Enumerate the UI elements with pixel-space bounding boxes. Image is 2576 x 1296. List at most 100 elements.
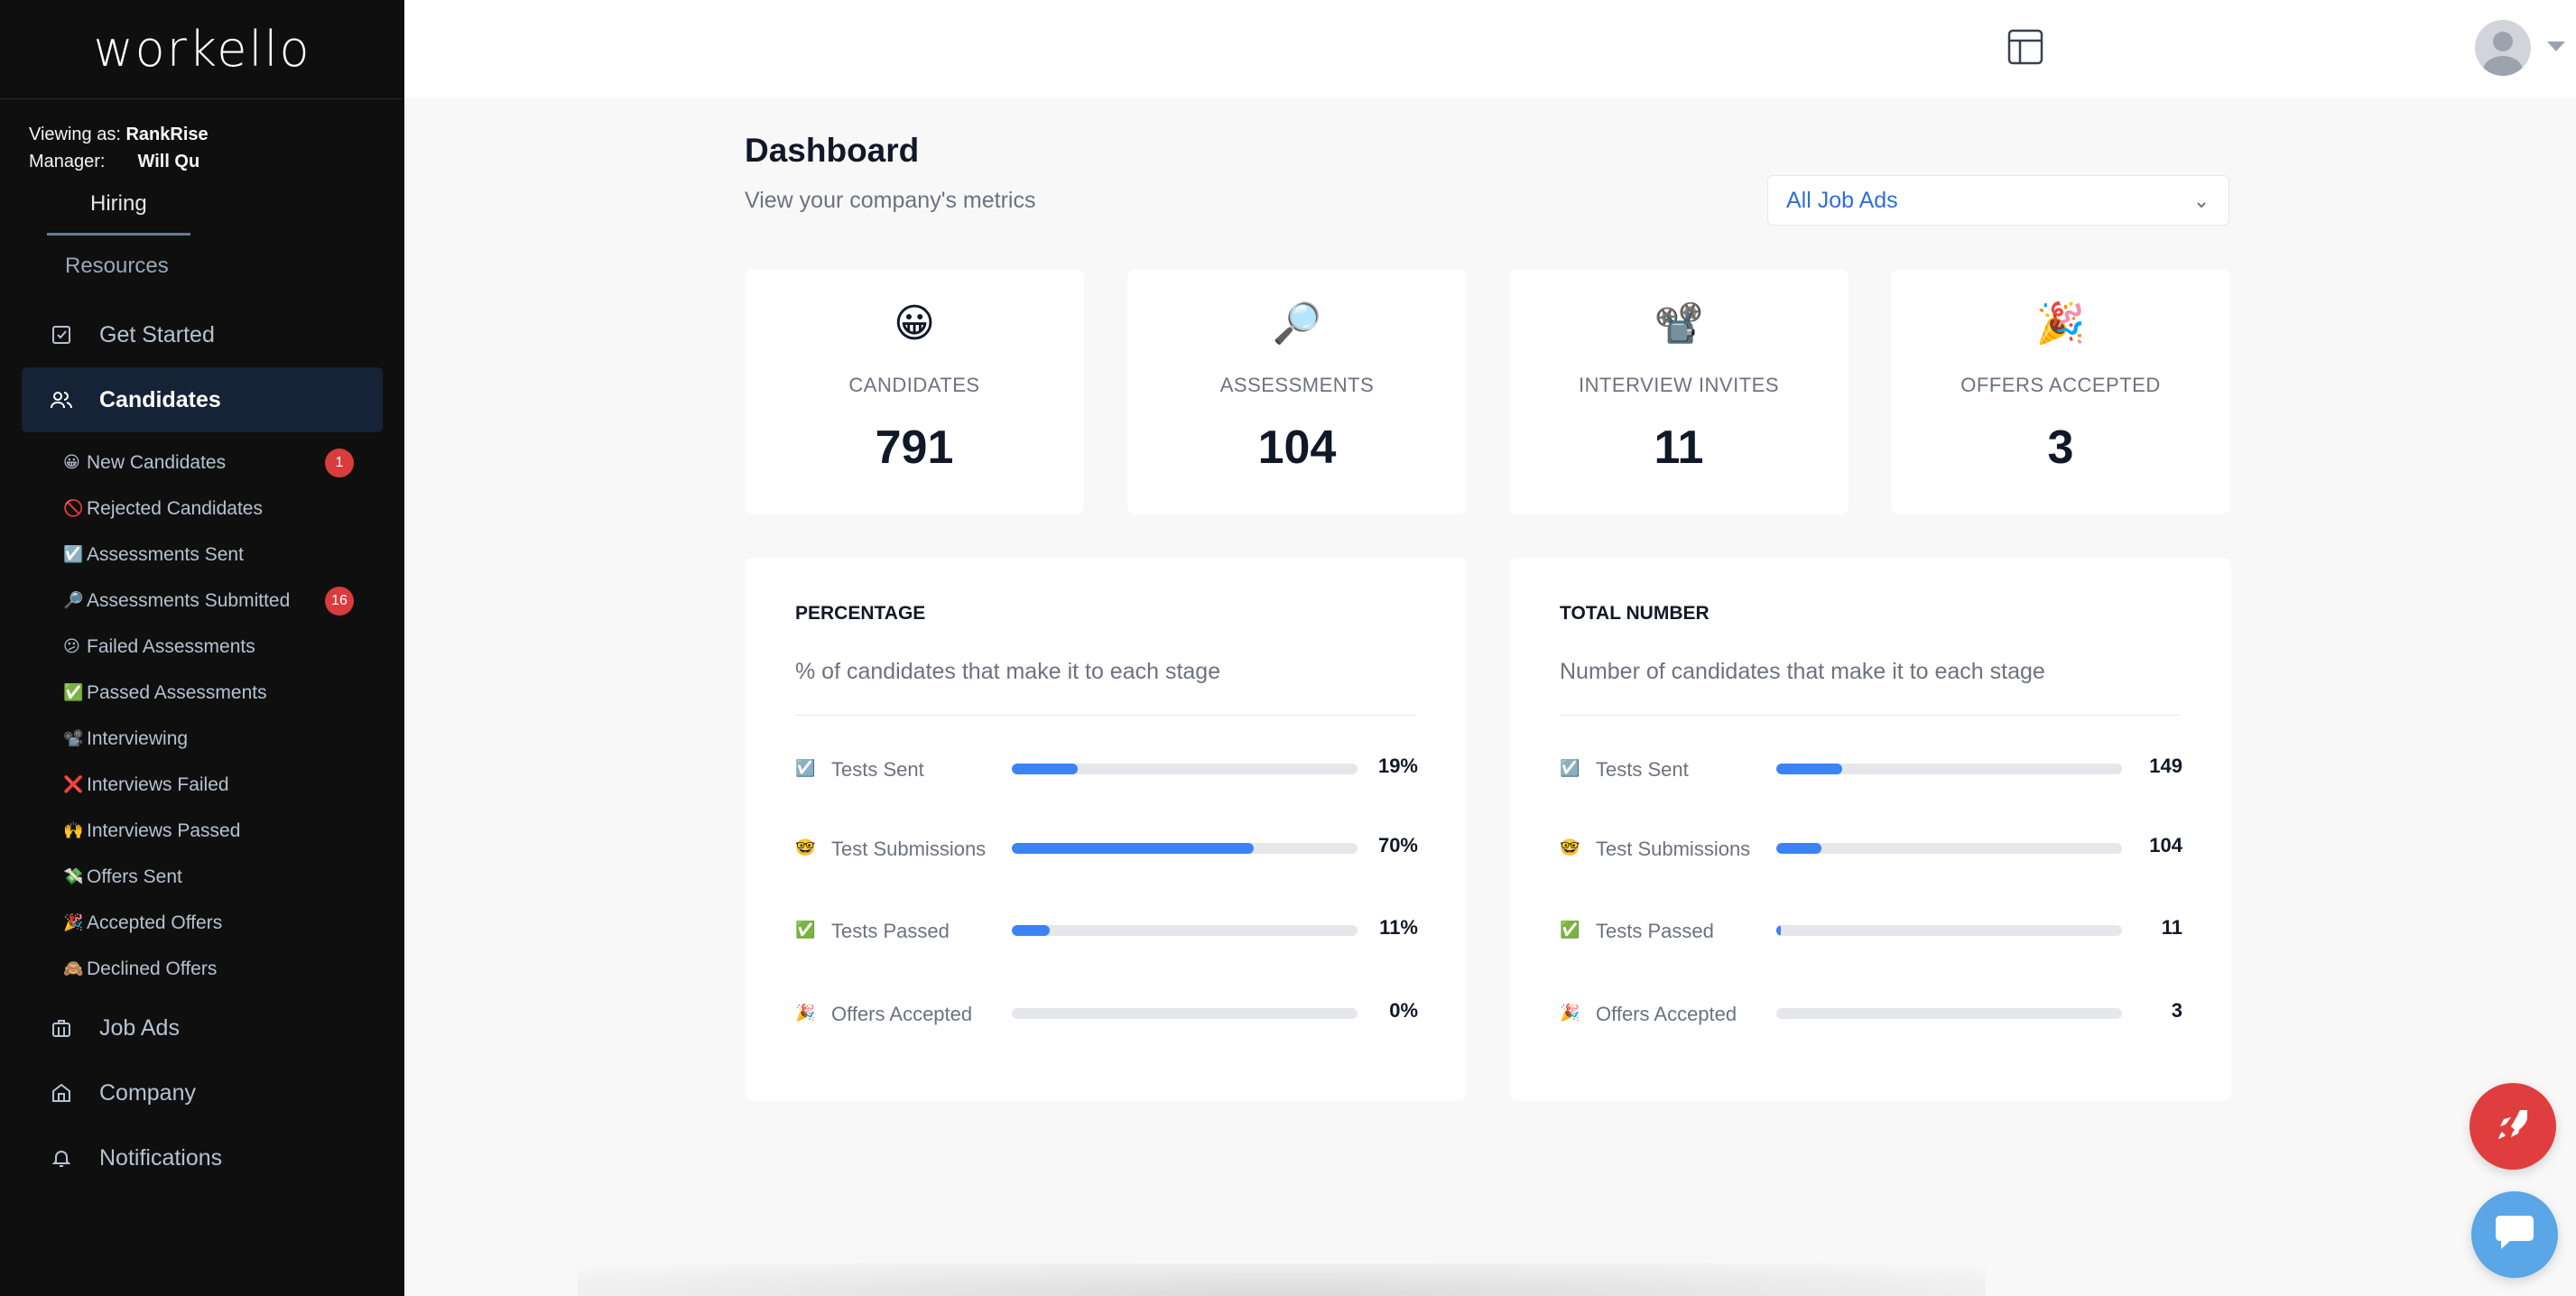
subnav-assessments-sent[interactable]: ☑️ Assessments Sent — [63, 532, 404, 578]
ballot-box-check-icon: ☑️ — [1560, 759, 1580, 777]
top-bar — [404, 0, 2576, 97]
subnav-label: Rejected Candidates — [87, 497, 263, 519]
progress-track — [1012, 1008, 1357, 1019]
subnav-accepted-offers[interactable]: 🎉 Accepted Offers — [63, 900, 404, 946]
row-value: 0% — [1389, 999, 1418, 1022]
party-popper-icon: 🎉 — [1560, 1004, 1580, 1022]
subnav-interviewing[interactable]: 📽️ Interviewing — [63, 716, 404, 762]
chevron-down-icon — [2194, 192, 2209, 218]
panel-title: PERCENTAGE — [795, 603, 926, 624]
select-value: All Job Ads — [1786, 187, 1898, 213]
avatar[interactable] — [2475, 20, 2531, 76]
sidebar-item-company[interactable]: Company — [22, 1060, 383, 1125]
nerd-face-icon: 🤓 — [795, 838, 816, 856]
progress-fill — [1776, 764, 1842, 774]
stat-value: 104 — [1257, 421, 1337, 474]
scroll-shadow — [578, 1264, 1986, 1296]
logo[interactable]: workello — [0, 0, 404, 99]
row-value: 19% — [1377, 754, 1418, 777]
funnel-row: ☑️ Tests Sent 19% — [795, 751, 1418, 787]
sidebar-tabs: Hiring Resources — [0, 186, 404, 279]
party-popper-icon: 🎉 — [2035, 301, 2086, 346]
subnav-interviews-passed[interactable]: 🙌 Interviews Passed — [63, 808, 404, 854]
building-icon — [49, 1080, 74, 1106]
panel-title: TOTAL NUMBER — [1560, 603, 1710, 624]
chevron-down-icon[interactable] — [2547, 42, 2565, 51]
sidebar-item-label: Job Ads — [99, 1014, 180, 1041]
row-value: 70% — [1377, 834, 1418, 856]
party-popper-icon: 🎉 — [795, 1004, 816, 1022]
row-label: Tests Sent — [831, 758, 924, 781]
funnel-row: 🎉 Offers Accepted 3 — [1560, 995, 2182, 1032]
subnav-failed-assessments[interactable]: 😕 Failed Assessments — [63, 624, 404, 670]
progress-track — [1776, 1008, 2122, 1019]
progress-fill — [1012, 764, 1078, 774]
sidebar-nav: Get Started Candidates 😀 New Candidates 1 … — [0, 302, 404, 1190]
subnav-interviews-failed[interactable]: ❌ Interviews Failed — [63, 762, 404, 808]
check-mark-icon: ✅ — [795, 921, 816, 939]
progress-track — [1012, 925, 1357, 936]
subnav-label: Interviewing — [87, 727, 189, 749]
stat-label: INTERVIEW INVITES — [1578, 374, 1779, 396]
divider — [795, 715, 1416, 716]
rocket-button[interactable] — [2469, 1083, 2556, 1170]
progress-track — [1776, 843, 2122, 854]
subnav-declined-offers[interactable]: 🙈 Declined Offers — [63, 946, 404, 992]
subnav-assessments-submitted[interactable]: 🔎 Assessments Submitted 16 — [63, 578, 404, 624]
stat-card-assessments: 🔎 ASSESSMENTS 104 — [1127, 269, 1467, 514]
row-value: 104 — [2149, 834, 2182, 856]
divider — [1560, 715, 2181, 716]
money-wings-icon: 💸 — [63, 867, 84, 885]
manager-value: Will Qu — [137, 152, 200, 171]
total-number-panel: TOTAL NUMBER Number of candidates that m… — [1509, 558, 2231, 1101]
row-label: Tests Passed — [831, 920, 950, 942]
sidebar-item-notifications[interactable]: Notifications — [22, 1125, 383, 1190]
count-badge: 16 — [325, 586, 354, 616]
bell-icon — [49, 1145, 74, 1171]
sidebar-item-label: Candidates — [99, 386, 221, 412]
magnifier-icon: 🔎 — [1272, 301, 1322, 346]
ballot-box-check-icon: ☑️ — [63, 545, 84, 563]
tab-resources[interactable]: Resources — [65, 254, 169, 278]
row-value: 11% — [1379, 916, 1418, 939]
subnav-new-candidates[interactable]: 😀 New Candidates 1 — [63, 440, 404, 486]
sidebar-item-label: Notifications — [99, 1144, 223, 1171]
subnav-label: Declined Offers — [87, 958, 218, 979]
row-value: 11 — [2161, 916, 2182, 939]
funnel-row: ✅ Tests Passed 11% — [795, 912, 1418, 949]
tab-hiring[interactable]: Hiring — [47, 186, 190, 236]
subnav-label: Interviews Passed — [87, 819, 241, 841]
candidates-subnav: 😀 New Candidates 1 🚫 Rejected Candidates ☑️… — [0, 432, 404, 995]
subnav-offers-sent[interactable]: 💸 Offers Sent — [63, 854, 404, 900]
subnav-rejected-candidates[interactable]: 🚫 Rejected Candidates — [63, 486, 404, 532]
stat-label: OFFERS ACCEPTED — [1960, 374, 2161, 396]
sidebar: workello Viewing as: RankRise Manager: Wi… — [0, 0, 404, 1296]
layout-icon[interactable] — [2006, 27, 2045, 67]
funnel-row: ☑️ Tests Sent 149 — [1560, 751, 2182, 787]
percentage-panel: PERCENTAGE % of candidates that make it … — [745, 558, 1467, 1101]
projector-icon: 📽️ — [1654, 301, 1704, 346]
magnifier-icon: 🔎 — [63, 591, 84, 609]
sidebar-item-label: Company — [99, 1079, 196, 1106]
page-subtitle: View your company's metrics — [745, 188, 1036, 213]
cross-mark-icon: ❌ — [63, 775, 84, 793]
funnel-row: 🎉 Offers Accepted 0% — [795, 995, 1418, 1032]
sidebar-item-job-ads[interactable]: Job Ads — [22, 995, 383, 1060]
ballot-box-check-icon: ☑️ — [795, 759, 816, 777]
party-popper-icon: 🎉 — [63, 913, 84, 931]
viewing-info: Viewing as: RankRise Manager: Will Qu — [0, 99, 404, 175]
sidebar-item-label: Get Started — [99, 321, 215, 347]
progress-track — [1012, 764, 1357, 774]
chat-button[interactable] — [2471, 1191, 2558, 1278]
progress-track — [1012, 843, 1357, 854]
funnel-row: ✅ Tests Passed 11 — [1560, 912, 2182, 949]
job-ads-filter-select[interactable]: All Job Ads — [1767, 175, 2229, 226]
subnav-passed-assessments[interactable]: ✅ Passed Assessments — [63, 670, 404, 716]
grinning-face-icon: 😀 — [894, 301, 935, 346]
sidebar-item-get-started[interactable]: Get Started — [22, 302, 383, 367]
stat-label: ASSESSMENTS — [1219, 374, 1375, 396]
viewing-label: Viewing as: — [29, 125, 121, 144]
progress-fill — [1776, 843, 1821, 854]
check-mark-icon: ✅ — [63, 683, 84, 701]
sidebar-item-candidates[interactable]: Candidates — [22, 367, 383, 432]
